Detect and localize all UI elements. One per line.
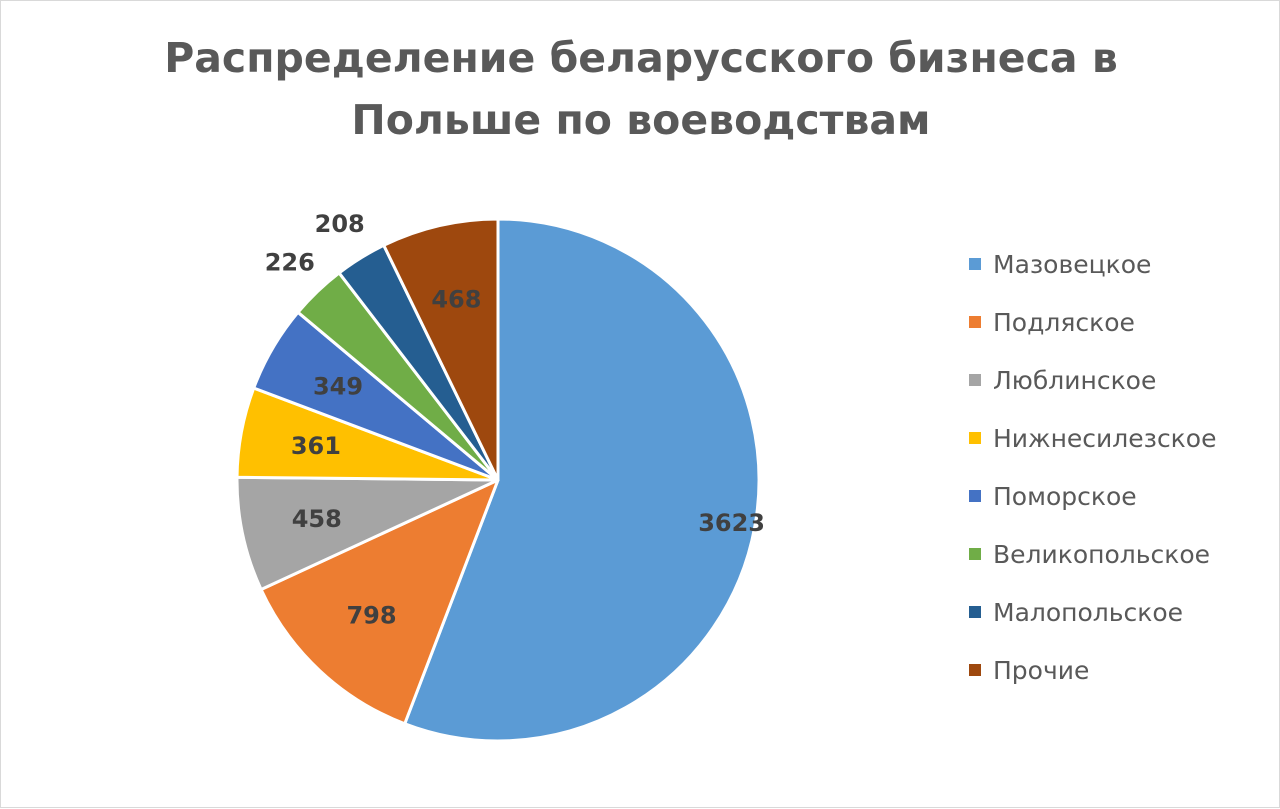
- legend-swatch: [969, 606, 981, 618]
- chart-legend: Мазовецкое Подляское Люблинское Нижнесилезс…: [969, 235, 1216, 699]
- chart-title-line-1: Распределение беларусского бизнеса в: [164, 34, 1118, 82]
- data-label-5: 349: [313, 373, 363, 401]
- pie-slice-8: [382, 217, 500, 482]
- legend-item-3: Люблинское: [969, 351, 1216, 409]
- legend-item-8: Прочие: [969, 641, 1216, 699]
- pie-slice-1: [403, 217, 761, 743]
- legend-label: Подляское: [993, 307, 1135, 337]
- legend-swatch: [969, 432, 981, 444]
- legend-swatch: [969, 258, 981, 270]
- pie-slice-2: [259, 478, 500, 726]
- legend-swatch: [969, 548, 981, 560]
- legend-label: Люблинское: [993, 365, 1157, 395]
- legend-swatch: [969, 490, 981, 502]
- legend-label: Нижнесилезское: [993, 423, 1217, 453]
- legend-item-2: Подляское: [969, 293, 1216, 351]
- chart-title-line-2: Польше по воеводствам: [351, 96, 931, 144]
- legend-item-1: Мазовецкое: [969, 235, 1216, 293]
- data-label-2: 798: [346, 601, 396, 629]
- pie-slice-3: [235, 475, 500, 591]
- legend-item-5: Поморское: [969, 467, 1216, 525]
- data-label-8: 468: [431, 285, 481, 313]
- legend-label: Малопольское: [993, 597, 1184, 627]
- legend-item-6: Великопольское: [969, 525, 1216, 583]
- legend-swatch: [969, 664, 981, 676]
- legend-label: Поморское: [993, 481, 1137, 511]
- data-label-4: 361: [291, 432, 341, 460]
- data-label-3: 458: [292, 505, 342, 533]
- legend-label: Великопольское: [993, 539, 1211, 569]
- legend-swatch: [969, 316, 981, 328]
- data-label-7: 208: [315, 210, 365, 238]
- legend-swatch: [969, 374, 981, 386]
- chart-title: Распределение беларусского бизнеса в Пол…: [1, 27, 1280, 151]
- legend-label: Мазовецкое: [993, 249, 1152, 279]
- legend-item-4: Нижнесилезское: [969, 409, 1216, 467]
- legend-label: Прочие: [993, 655, 1090, 685]
- data-label-1: 3623: [698, 509, 765, 537]
- legend-item-7: Малопольское: [969, 583, 1216, 641]
- data-label-6: 226: [265, 249, 315, 277]
